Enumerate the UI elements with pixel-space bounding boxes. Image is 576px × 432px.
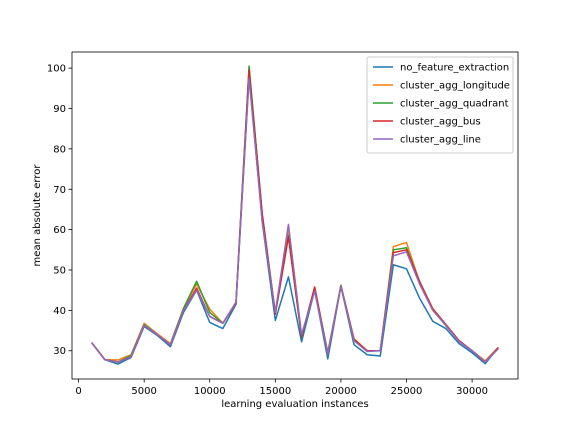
series-line-cluster-agg-line <box>91 77 499 363</box>
x-tick-label: 10000 <box>194 386 226 397</box>
legend-entry: cluster_agg_quadrant <box>400 99 509 110</box>
y-axis-ticks: 30 40 50 60 70 80 90 100 <box>47 64 72 357</box>
y-tick-label: 40 <box>53 306 66 317</box>
series-lines <box>91 65 499 365</box>
x-tick-label: 0 <box>75 386 81 397</box>
legend-entry: no_feature_extraction <box>400 63 509 74</box>
x-axis-label: learning evaluation instances <box>221 399 368 410</box>
y-tick-label: 30 <box>53 346 66 357</box>
legend-entry: cluster_agg_bus <box>400 117 481 128</box>
x-tick-label: 5000 <box>131 386 156 397</box>
y-tick-label: 70 <box>53 185 66 196</box>
y-axis-label: mean absolute error <box>32 164 43 267</box>
y-tick-label: 100 <box>47 64 66 75</box>
y-tick-label: 50 <box>53 266 66 277</box>
legend: no_feature_extraction cluster_agg_longitu… <box>366 56 514 154</box>
x-axis-ticks: 0 5000 10000 15000 20000 25000 30000 <box>75 379 488 397</box>
x-tick-label: 30000 <box>456 386 488 397</box>
x-tick-label: 20000 <box>325 386 357 397</box>
legend-entry: cluster_agg_line <box>400 135 481 146</box>
legend-entry: cluster_agg_longitude <box>400 81 510 92</box>
series-line-no-feature-extraction <box>91 75 499 365</box>
y-tick-label: 90 <box>53 104 66 115</box>
y-tick-label: 60 <box>53 225 66 236</box>
x-tick-label: 25000 <box>391 386 423 397</box>
y-tick-label: 80 <box>53 144 66 155</box>
x-tick-label: 15000 <box>259 386 291 397</box>
legend-box <box>366 56 514 154</box>
